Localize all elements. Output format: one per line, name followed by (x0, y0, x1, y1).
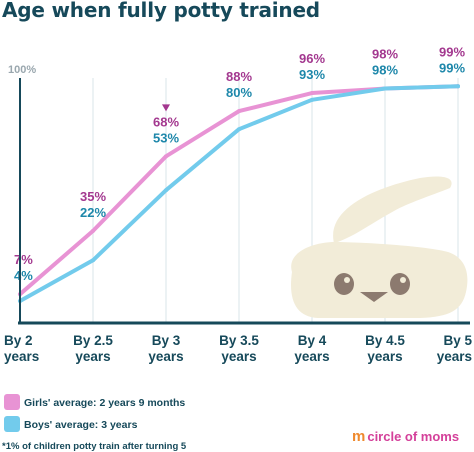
data-point (164, 154, 168, 159)
data-point (164, 188, 168, 193)
data-point (237, 109, 241, 114)
data-labels: 7%4% 35%22% 68%53% 88%80% 96%93% 98%98% 99%99% (14, 44, 465, 283)
data-label-boys: 99% (439, 60, 465, 75)
data-point (237, 127, 241, 132)
circle-of-moms-logo: m circle of moms (352, 428, 459, 445)
data-label-girls: 99% (439, 44, 465, 59)
legend-swatch-girls (4, 394, 20, 410)
data-point (456, 84, 460, 89)
data-label-boys: 98% (372, 63, 398, 78)
x-tick-label: By 4 years (294, 333, 329, 364)
data-label-girls: 88% (226, 69, 252, 84)
data-label-boys: 22% (80, 205, 106, 220)
data-label-boys: 53% (153, 130, 179, 145)
data-label-girls: 68% (153, 114, 179, 129)
poop-illustration-icon (291, 176, 468, 318)
data-label-girls: 98% (372, 47, 398, 62)
x-tick-label: By 5 years (437, 333, 473, 364)
chart-title: Age when fully potty trained (2, 0, 320, 22)
legend-label-girls: Girls' average: 2 years 9 months (24, 397, 186, 409)
annotation-marker-icon (162, 104, 170, 112)
x-tick-label: By 3.5 years (219, 333, 259, 364)
data-label-boys: 80% (226, 85, 252, 100)
data-point (310, 91, 314, 96)
axes: 100% By 2 years By 2.5 years By 3 years By 3.5 y… (4, 64, 472, 364)
data-label-boys: 93% (299, 67, 325, 82)
x-tick-label: By 4.5 years (365, 333, 405, 364)
x-tick-label: By 3 years (148, 333, 183, 364)
data-point (91, 258, 95, 263)
data-point (383, 86, 387, 91)
data-label-girls: 96% (299, 51, 325, 66)
footnote: *1% of children potty train after turnin… (2, 441, 187, 452)
logo-text: circle of moms (367, 429, 460, 444)
data-point (91, 228, 95, 233)
data-label-girls: 35% (80, 189, 106, 204)
x-tick-label: By 2 years (4, 333, 39, 364)
data-label-girls: 7% (14, 252, 33, 267)
x-tick-label: By 2.5 years (73, 333, 113, 364)
data-point (310, 97, 314, 102)
mom-logo-icon: m (352, 428, 366, 445)
legend-label-boys: Boys' average: 3 years (24, 419, 138, 431)
data-label-boys: 4% (14, 268, 33, 283)
y-tick-label: 100% (8, 64, 36, 76)
legend-swatch-boys (4, 416, 20, 432)
